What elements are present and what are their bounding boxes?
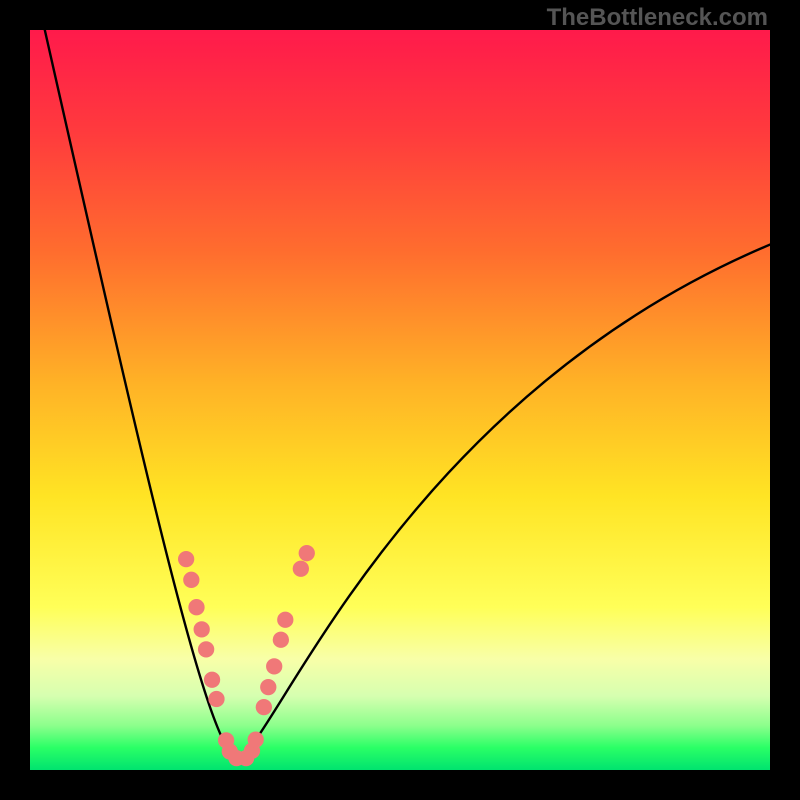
data-marker xyxy=(248,732,264,748)
data-marker xyxy=(204,672,220,688)
data-marker xyxy=(277,612,293,628)
data-marker xyxy=(266,658,282,674)
watermark-text: TheBottleneck.com xyxy=(547,4,768,32)
gradient-background xyxy=(30,30,770,770)
data-marker xyxy=(299,545,315,561)
data-marker xyxy=(273,632,289,648)
data-marker xyxy=(188,599,204,615)
data-marker xyxy=(183,572,199,588)
data-marker xyxy=(293,561,309,577)
data-marker xyxy=(260,679,276,695)
chart-svg xyxy=(30,30,770,770)
data-marker xyxy=(208,691,224,707)
data-marker xyxy=(198,641,214,657)
data-marker xyxy=(194,621,210,637)
data-marker xyxy=(178,551,194,567)
data-marker xyxy=(256,699,272,715)
plot-area xyxy=(30,30,770,770)
chart-frame: TheBottleneck.com xyxy=(0,0,800,800)
